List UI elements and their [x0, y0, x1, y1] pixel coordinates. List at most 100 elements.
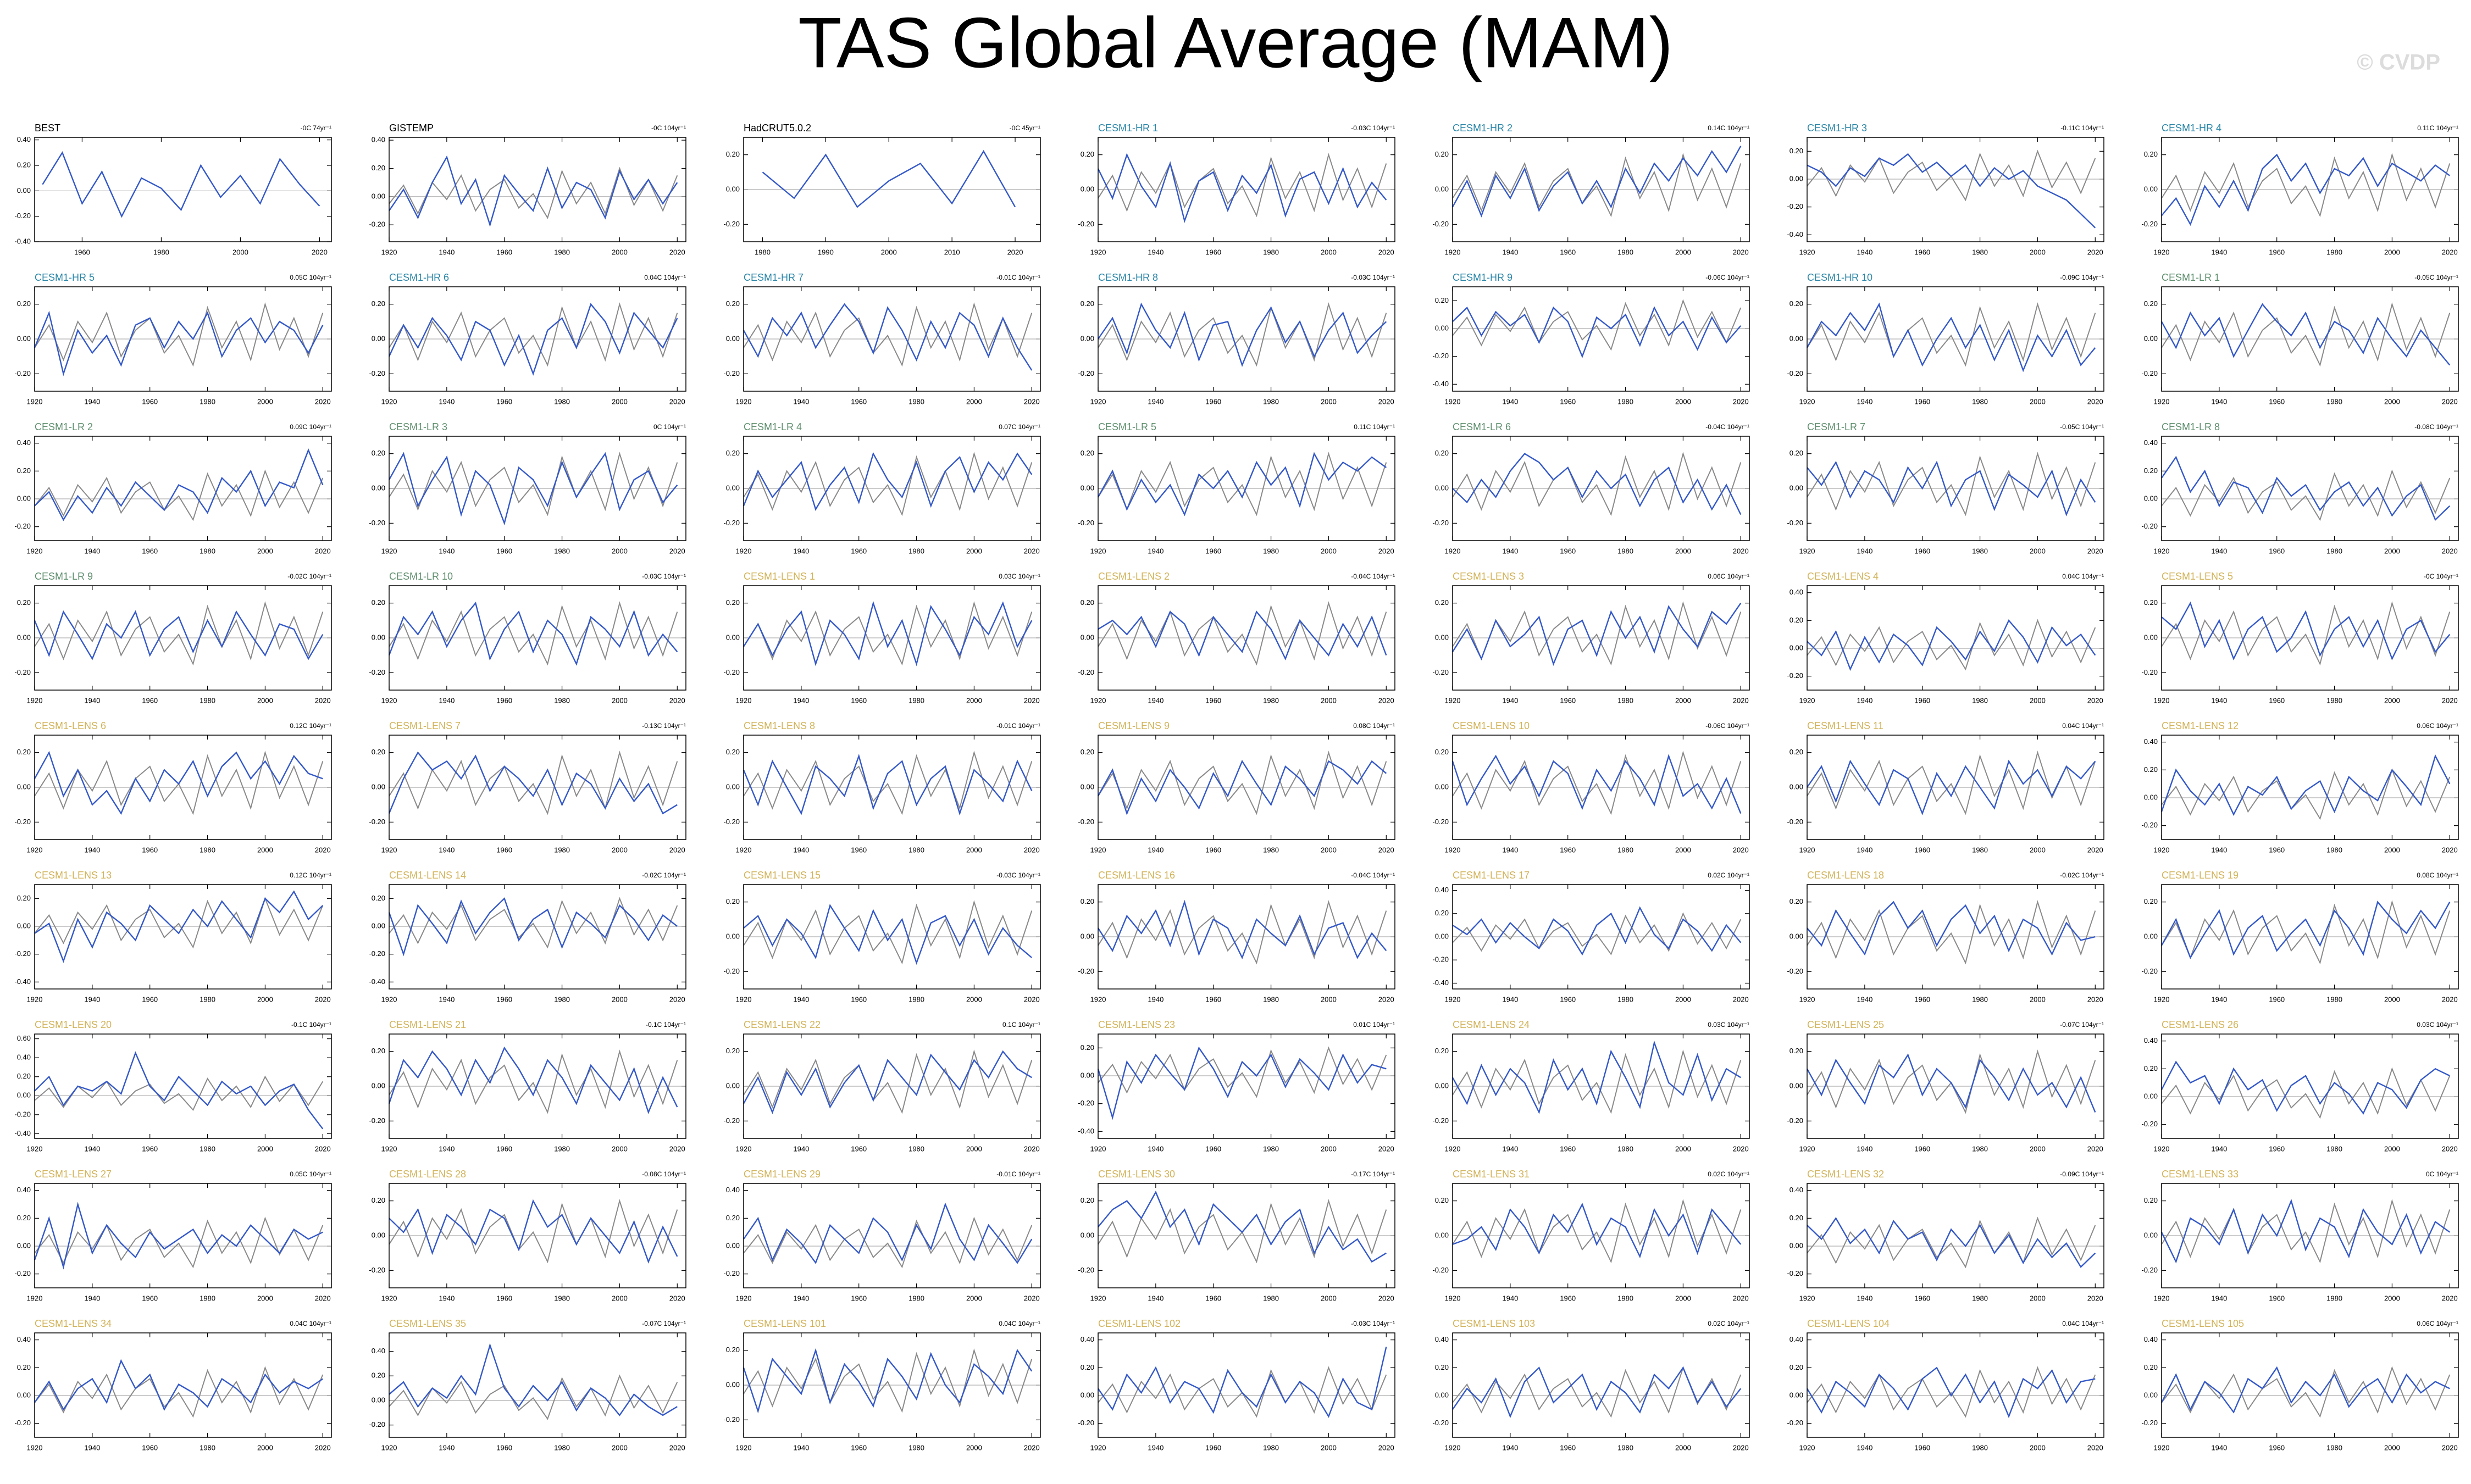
- series-line: [1097, 759, 1387, 815]
- x-tick-label: 1940: [1857, 547, 1872, 555]
- x-tick-label: 1960: [496, 248, 512, 256]
- y-tick-label: -0.20: [369, 1266, 385, 1274]
- y-tick-label: -0.20: [1078, 818, 1094, 826]
- x-tick-label: 1980: [2326, 1294, 2342, 1302]
- y-tick-label: -0.20: [1078, 519, 1094, 527]
- y-tick-label: 0.00: [1435, 1081, 1449, 1090]
- x-tick-label: 2020: [1378, 846, 1394, 854]
- reference-line: [1452, 1049, 1742, 1114]
- reference-line: [2161, 601, 2451, 666]
- panel-frame: [743, 286, 1041, 392]
- y-tick-label: 0.20: [1081, 1043, 1094, 1052]
- x-tick-label: 2000: [1675, 1443, 1691, 1452]
- y-tick-label: 0.00: [1435, 1391, 1449, 1399]
- y-tick-label: 0.00: [17, 186, 31, 194]
- x-tick-label: 2020: [2442, 696, 2458, 704]
- x-tick-label: 2020: [2087, 248, 2103, 256]
- x-tick-label: 2020: [2087, 846, 2103, 854]
- y-tick-label: 0.20: [726, 1047, 740, 1055]
- y-tick-label: -0.20: [723, 1415, 740, 1424]
- y-tick-label: 0.00: [372, 1231, 385, 1239]
- x-tick-label: 1920: [1090, 696, 1106, 704]
- y-tick-label: 0.20: [2144, 150, 2158, 158]
- x-tick-label: 1920: [381, 547, 397, 555]
- y-tick-label: -0.20: [369, 220, 385, 229]
- panel-frame: [1098, 1033, 1395, 1139]
- reference-line: [1098, 153, 1387, 218]
- panel-frame: [389, 137, 686, 242]
- x-tick-label: 1960: [1560, 547, 1576, 555]
- y-tick-label: -0.20: [723, 369, 740, 377]
- y-tick-label: 0.00: [17, 1091, 31, 1099]
- y-tick-label: 0.00: [1435, 782, 1449, 791]
- y-tick-label: 0.20: [1435, 598, 1449, 607]
- x-tick-label: 1960: [142, 547, 158, 555]
- x-tick-label: 2000: [2384, 1144, 2400, 1153]
- trend-label: 0.14C 104yr⁻¹: [1708, 124, 1749, 132]
- panel-title: CESM1-LENS 24: [1453, 1019, 1530, 1030]
- reference-line: [2161, 469, 2451, 521]
- panel-frame: [2161, 585, 2459, 691]
- x-tick-label: 2020: [669, 1144, 685, 1153]
- y-tick-label: 0.20: [1435, 909, 1449, 917]
- x-tick-label: 1940: [1502, 397, 1518, 405]
- x-tick-label: 1960: [1914, 547, 1930, 555]
- x-tick-label: 1960: [142, 696, 158, 704]
- y-tick-label: 0.00: [372, 483, 385, 492]
- panel-frame: [1807, 137, 2104, 242]
- x-tick-label: 1960: [1205, 1294, 1221, 1302]
- series-line: [1097, 452, 1387, 516]
- y-tick-label: -0.40: [369, 977, 385, 986]
- y-tick-label: 0.20: [1435, 150, 1449, 158]
- reference-line: [389, 452, 678, 516]
- x-tick-label: 1940: [1148, 1294, 1164, 1302]
- x-tick-label: 1940: [793, 1144, 809, 1153]
- y-tick-label: -0.20: [1787, 202, 1803, 210]
- x-tick-label: 2000: [1675, 995, 1691, 1003]
- x-tick-label: 2020: [2442, 846, 2458, 854]
- y-tick-label: -0.20: [369, 519, 385, 527]
- y-tick-label: 0.40: [17, 1053, 31, 1061]
- y-tick-label: 0.40: [2144, 1335, 2158, 1343]
- trend-label: 0.04C 104yr⁻¹: [290, 1320, 331, 1327]
- y-tick-label: 0.20: [726, 1346, 740, 1354]
- x-tick-label: 2000: [2030, 995, 2046, 1003]
- panel-title: CESM1-LENS 1: [744, 571, 815, 582]
- x-tick-label: 1960: [1205, 1443, 1221, 1452]
- y-tick-label: 0.00: [372, 633, 385, 641]
- panel-frame: [1098, 884, 1395, 990]
- x-tick-label: 1960: [496, 397, 512, 405]
- reference-line: [34, 469, 324, 521]
- x-tick-label: 1980: [1617, 397, 1633, 405]
- reference-line: [1807, 1366, 2096, 1418]
- series-line: [743, 452, 1033, 511]
- x-tick-label: 1960: [1205, 547, 1221, 555]
- chart-title: TAS Global Average (MAM): [798, 2, 1673, 82]
- y-tick-label: 0.00: [372, 1396, 385, 1404]
- x-tick-label: 1920: [27, 397, 43, 405]
- y-tick-label: 0.00: [1789, 1241, 1803, 1249]
- trend-label: 0.08C 104yr⁻¹: [1353, 722, 1395, 730]
- y-tick-label: 0.00: [17, 782, 31, 791]
- y-tick-label: 0.20: [1789, 616, 1803, 624]
- x-tick-label: 1980: [1972, 397, 1988, 405]
- x-tick-label: 2020: [315, 1294, 331, 1302]
- y-tick-label: -0.20: [14, 949, 31, 958]
- x-tick-label: 1940: [1148, 1443, 1164, 1452]
- x-tick-label: 1960: [2269, 1294, 2285, 1302]
- trend-label: -0.09C 104yr⁻¹: [2060, 1170, 2104, 1178]
- trend-label: 0.06C 104yr⁻¹: [2417, 1320, 2458, 1327]
- y-tick-label: -0.40: [14, 237, 31, 245]
- reference-line: [1452, 299, 1742, 351]
- x-tick-label: 1920: [736, 846, 752, 854]
- reference-line: [1098, 302, 1387, 367]
- x-tick-label: 1960: [142, 846, 158, 854]
- reference-line: [1452, 751, 1742, 815]
- panel-frame: [1098, 735, 1395, 840]
- series-line: [1806, 302, 2096, 373]
- x-tick-label: 1940: [1857, 1294, 1872, 1302]
- series-line: [1452, 906, 1742, 956]
- trend-label: 0.04C 104yr⁻¹: [999, 1320, 1040, 1327]
- trend-label: 0.07C 104yr⁻¹: [999, 423, 1040, 431]
